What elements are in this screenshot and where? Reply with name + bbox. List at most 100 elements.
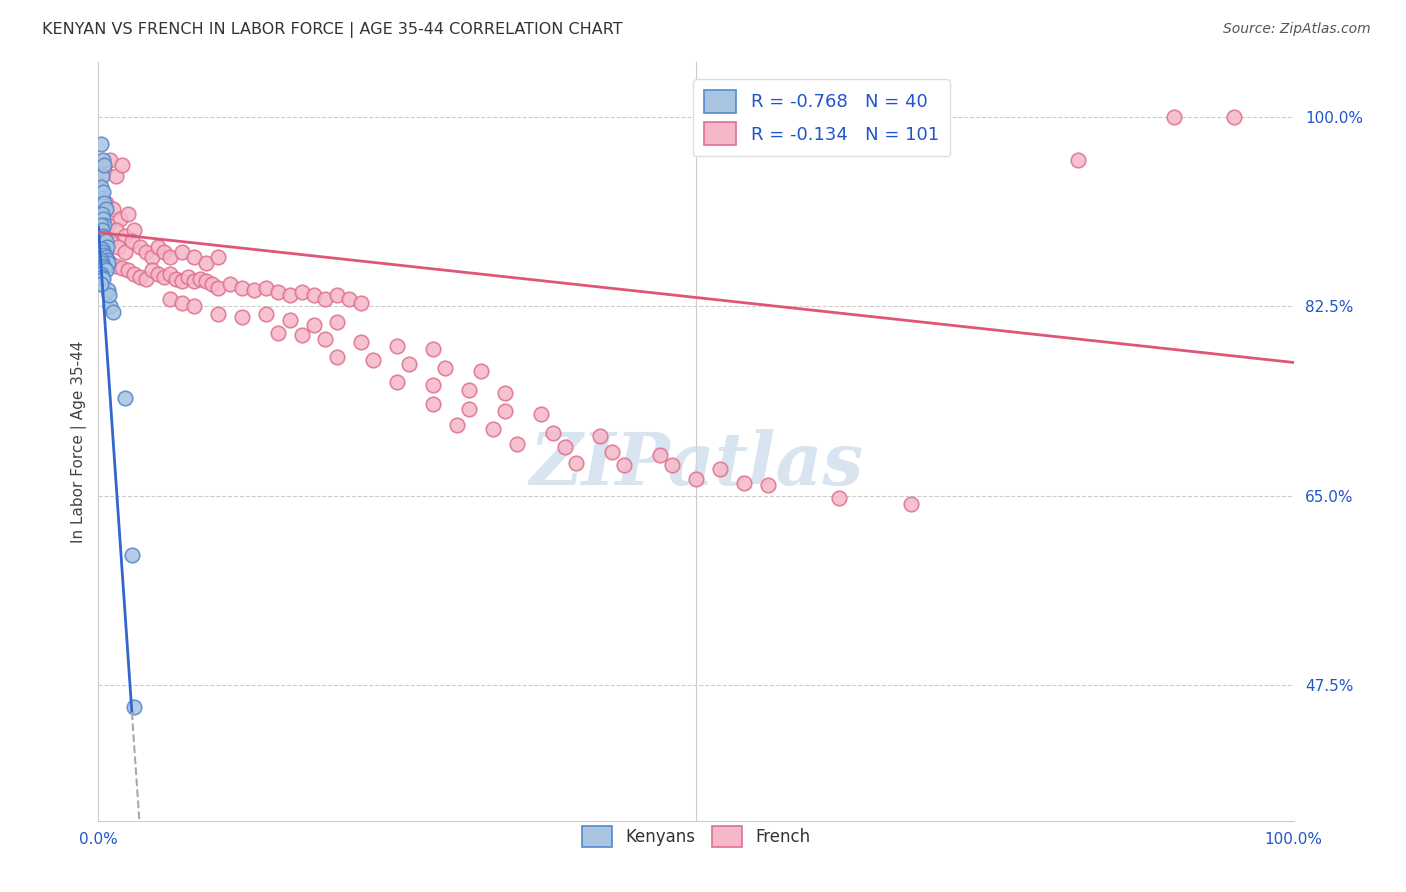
Point (121, 234, 143, 248)
Point (350, 334, 373, 349)
Point (207, 307, 229, 321)
Point (117, 207, 139, 221)
Point (94, 251, 117, 265)
Point (685, 473, 707, 487)
Point (105, 223, 128, 237)
Point (900, 497, 922, 511)
Point (254, 307, 277, 321)
Point (148, 267, 170, 281)
Point (315, 332, 337, 346)
Point (541, 425, 564, 440)
Point (90, 180, 112, 194)
Point (494, 385, 516, 400)
Point (183, 251, 205, 265)
Point (94, 202, 117, 216)
Point (183, 299, 205, 313)
Point (93, 248, 115, 262)
Point (98, 288, 121, 302)
Point (111, 158, 134, 172)
Point (481, 421, 505, 435)
Point (709, 461, 731, 475)
Text: KENYAN VS FRENCH IN LABOR FORCE | AGE 35-44 CORRELATION CHART: KENYAN VS FRENCH IN LABOR FORCE | AGE 35… (42, 22, 623, 38)
Point (97, 256, 120, 270)
Point (756, 478, 779, 492)
Point (129, 239, 152, 253)
Point (94, 196, 117, 211)
Point (661, 458, 683, 473)
Point (93, 231, 115, 245)
Point (91, 223, 114, 237)
Point (446, 418, 468, 433)
Text: Source: ZipAtlas.com: Source: ZipAtlas.com (1223, 22, 1371, 37)
Point (124, 699, 146, 714)
Point (91, 191, 114, 205)
Point (90, 252, 112, 267)
Point (117, 263, 139, 277)
Point (422, 378, 444, 392)
Point (183, 274, 205, 288)
Point (93, 218, 115, 232)
Point (470, 364, 492, 378)
Point (98, 153, 122, 167)
Point (398, 357, 420, 371)
Point (530, 408, 553, 422)
Point (589, 429, 612, 443)
Point (101, 304, 124, 318)
Point (302, 288, 325, 302)
Point (207, 251, 229, 265)
Point (1163, 110, 1185, 124)
Point (315, 292, 337, 306)
Point (733, 475, 755, 490)
Point (1067, 153, 1090, 167)
Point (613, 458, 636, 473)
Point (291, 328, 314, 343)
Point (91, 169, 114, 184)
Point (172, 274, 194, 288)
Point (267, 285, 290, 299)
Point (105, 169, 128, 184)
Point (153, 269, 176, 284)
Point (97, 283, 120, 297)
Point (602, 445, 624, 459)
Point (141, 251, 163, 265)
Point (434, 360, 457, 375)
Point (219, 277, 242, 292)
Text: ZIPatlas: ZIPatlas (529, 429, 863, 500)
Y-axis label: In Labor Force | Age 35-44: In Labor Force | Age 35-44 (72, 341, 87, 542)
Point (207, 281, 229, 295)
Point (159, 292, 181, 306)
Point (828, 491, 851, 505)
Point (101, 202, 124, 216)
Point (278, 313, 301, 327)
Point (231, 310, 253, 324)
Point (267, 326, 290, 341)
Point (231, 281, 253, 295)
Point (91, 256, 114, 270)
Point (91, 228, 114, 243)
Point (91, 259, 114, 273)
Point (91, 272, 114, 286)
Point (243, 283, 266, 297)
Point (98, 256, 122, 270)
Point (201, 277, 224, 292)
Point (302, 318, 325, 332)
Point (422, 396, 444, 410)
Point (506, 436, 529, 450)
Point (363, 353, 385, 368)
Point (195, 274, 218, 288)
Point (97, 218, 120, 232)
Point (159, 251, 181, 265)
Point (554, 440, 576, 454)
Legend: Kenyans, French: Kenyans, French (575, 819, 817, 854)
Point (93, 251, 115, 265)
Point (91, 153, 114, 167)
Point (90, 218, 112, 232)
Point (93, 158, 115, 172)
Point (94, 263, 117, 277)
Point (165, 272, 187, 286)
Point (159, 267, 181, 281)
Point (291, 285, 314, 299)
Point (91, 186, 114, 200)
Point (494, 404, 516, 418)
Point (153, 244, 176, 259)
